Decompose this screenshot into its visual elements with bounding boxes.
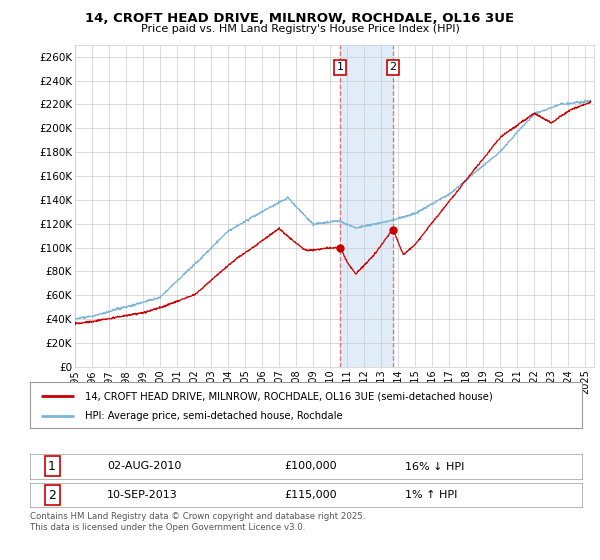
Text: 1: 1 xyxy=(48,460,56,473)
Text: £100,000: £100,000 xyxy=(284,461,337,472)
Text: 14, CROFT HEAD DRIVE, MILNROW, ROCHDALE, OL16 3UE: 14, CROFT HEAD DRIVE, MILNROW, ROCHDALE,… xyxy=(85,12,515,25)
Text: 2: 2 xyxy=(389,62,397,72)
Text: Contains HM Land Registry data © Crown copyright and database right 2025.
This d: Contains HM Land Registry data © Crown c… xyxy=(30,512,365,532)
Text: 10-SEP-2013: 10-SEP-2013 xyxy=(107,490,178,500)
Text: 02-AUG-2010: 02-AUG-2010 xyxy=(107,461,182,472)
Text: 16% ↓ HPI: 16% ↓ HPI xyxy=(406,461,465,472)
Text: HPI: Average price, semi-detached house, Rochdale: HPI: Average price, semi-detached house,… xyxy=(85,410,343,421)
Text: 14, CROFT HEAD DRIVE, MILNROW, ROCHDALE, OL16 3UE (semi-detached house): 14, CROFT HEAD DRIVE, MILNROW, ROCHDALE,… xyxy=(85,391,493,402)
Text: 1: 1 xyxy=(337,62,344,72)
Text: £115,000: £115,000 xyxy=(284,490,337,500)
Text: 2: 2 xyxy=(48,488,56,502)
Bar xyxy=(340,45,393,367)
Text: Price paid vs. HM Land Registry's House Price Index (HPI): Price paid vs. HM Land Registry's House … xyxy=(140,24,460,34)
Text: 1% ↑ HPI: 1% ↑ HPI xyxy=(406,490,458,500)
